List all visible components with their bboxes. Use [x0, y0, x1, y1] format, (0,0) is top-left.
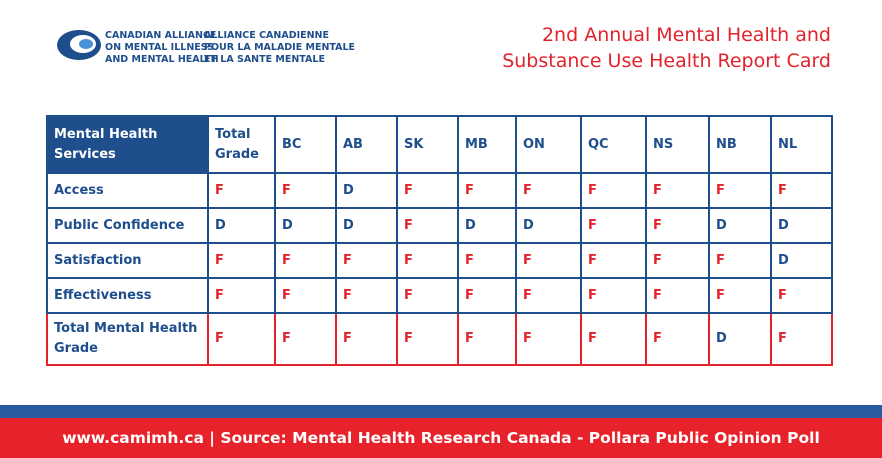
grade: F — [396, 207, 459, 244]
grade: F — [645, 242, 710, 279]
report-table: Mental Health Services Total Grade BC AB SK M… — [46, 115, 833, 366]
grade: F — [274, 277, 337, 314]
stripe — [0, 405, 882, 418]
column-header: BC — [274, 115, 337, 174]
row: Satisfaction F F F F F F F F F D — [46, 242, 833, 279]
logo-fr: ALLIANCE CANADIENNE POUR LA MALADIE MENTA… — [204, 30, 355, 66]
grade: F — [515, 172, 582, 209]
grade: F — [335, 312, 398, 366]
logo-line: AND MENTAL HEALTH — [105, 54, 219, 65]
grade: F — [457, 242, 517, 279]
grade: D — [515, 207, 582, 244]
logo-mark — [57, 30, 101, 60]
grade: F — [207, 277, 276, 314]
grade: F — [770, 277, 833, 314]
grade: F — [580, 312, 647, 366]
row-label: Satisfaction — [46, 242, 209, 279]
grade: F — [457, 172, 517, 209]
row: Effectiveness F F F F F F F F F F — [46, 277, 833, 314]
grade: F — [515, 242, 582, 279]
grade: F — [396, 312, 459, 366]
grade: D — [770, 242, 833, 279]
grade: F — [708, 242, 772, 279]
footer: www.camimh.ca | Source: Mental Health Re… — [0, 418, 882, 458]
grade: F — [645, 207, 710, 244]
grade: F — [580, 207, 647, 244]
grade: F — [207, 242, 276, 279]
row: Access F F D F F F F F F F — [46, 172, 833, 209]
column-header: Mental Health Services — [46, 115, 209, 174]
grade: D — [274, 207, 337, 244]
grade: F — [515, 277, 582, 314]
grade: F — [515, 312, 582, 366]
column-header: Total Grade — [207, 115, 276, 174]
column-header: AB — [335, 115, 398, 174]
title-line: Substance Use Health Report Card — [502, 50, 831, 72]
grade: F — [396, 277, 459, 314]
row-label: Access — [46, 172, 209, 209]
grade: D — [770, 207, 833, 244]
logo-line: ON MENTAL ILLNESS — [105, 42, 215, 53]
logo-line: POUR LA MALADIE MENTALE — [204, 42, 356, 53]
column-header: NB — [708, 115, 772, 174]
grade: F — [708, 277, 772, 314]
grade: F — [207, 312, 276, 366]
logo-line: CANADIAN ALLIANCE — [105, 30, 217, 41]
grade: F — [457, 277, 517, 314]
grade: F — [207, 172, 276, 209]
column-header: NL — [770, 115, 833, 174]
grade: F — [645, 312, 710, 366]
grade: D — [335, 207, 398, 244]
grade: F — [396, 172, 459, 209]
grade: F — [396, 242, 459, 279]
column-header: ON — [515, 115, 582, 174]
grade: F — [645, 172, 710, 209]
grade: F — [335, 242, 398, 279]
grade: F — [457, 312, 517, 366]
logo-line: ET LA SANTE MENTALE — [204, 54, 325, 65]
column-header: QC — [580, 115, 647, 174]
header-row: Mental Health Services Total Grade BC AB SK M… — [46, 115, 833, 174]
grade: F — [645, 277, 710, 314]
grade: F — [274, 172, 337, 209]
title-line: 2nd Annual Mental Health and — [541, 24, 831, 46]
column-header: NS — [645, 115, 710, 174]
grade: F — [708, 172, 772, 209]
column-header: MB — [457, 115, 517, 174]
grade: F — [335, 277, 398, 314]
title: 2nd Annual Mental Health and Substance Us… — [502, 22, 831, 74]
logo-line: ALLIANCE CANADIENNE — [204, 30, 329, 41]
grade: F — [274, 312, 337, 366]
column-header: SK — [396, 115, 459, 174]
grade: D — [335, 172, 398, 209]
grade: F — [580, 277, 647, 314]
grade: F — [274, 242, 337, 279]
row: Public Confidence D D D F D D F F D D — [46, 207, 833, 244]
grade: D — [708, 207, 772, 244]
row-label: Total Mental Health Grade — [46, 312, 209, 366]
grade: D — [457, 207, 517, 244]
row-label: Public Confidence — [46, 207, 209, 244]
grade: F — [770, 172, 833, 209]
grade: F — [580, 242, 647, 279]
row: Total Mental Health Grade F F F F F F F F D F — [46, 312, 833, 366]
grade: D — [207, 207, 276, 244]
grade: D — [708, 312, 772, 366]
grade: F — [770, 312, 833, 366]
row-label: Effectiveness — [46, 277, 209, 314]
logo-en: CANADIAN ALLIANCE ON MENTAL ILLNESS AND ME… — [105, 30, 219, 66]
grade: F — [580, 172, 647, 209]
